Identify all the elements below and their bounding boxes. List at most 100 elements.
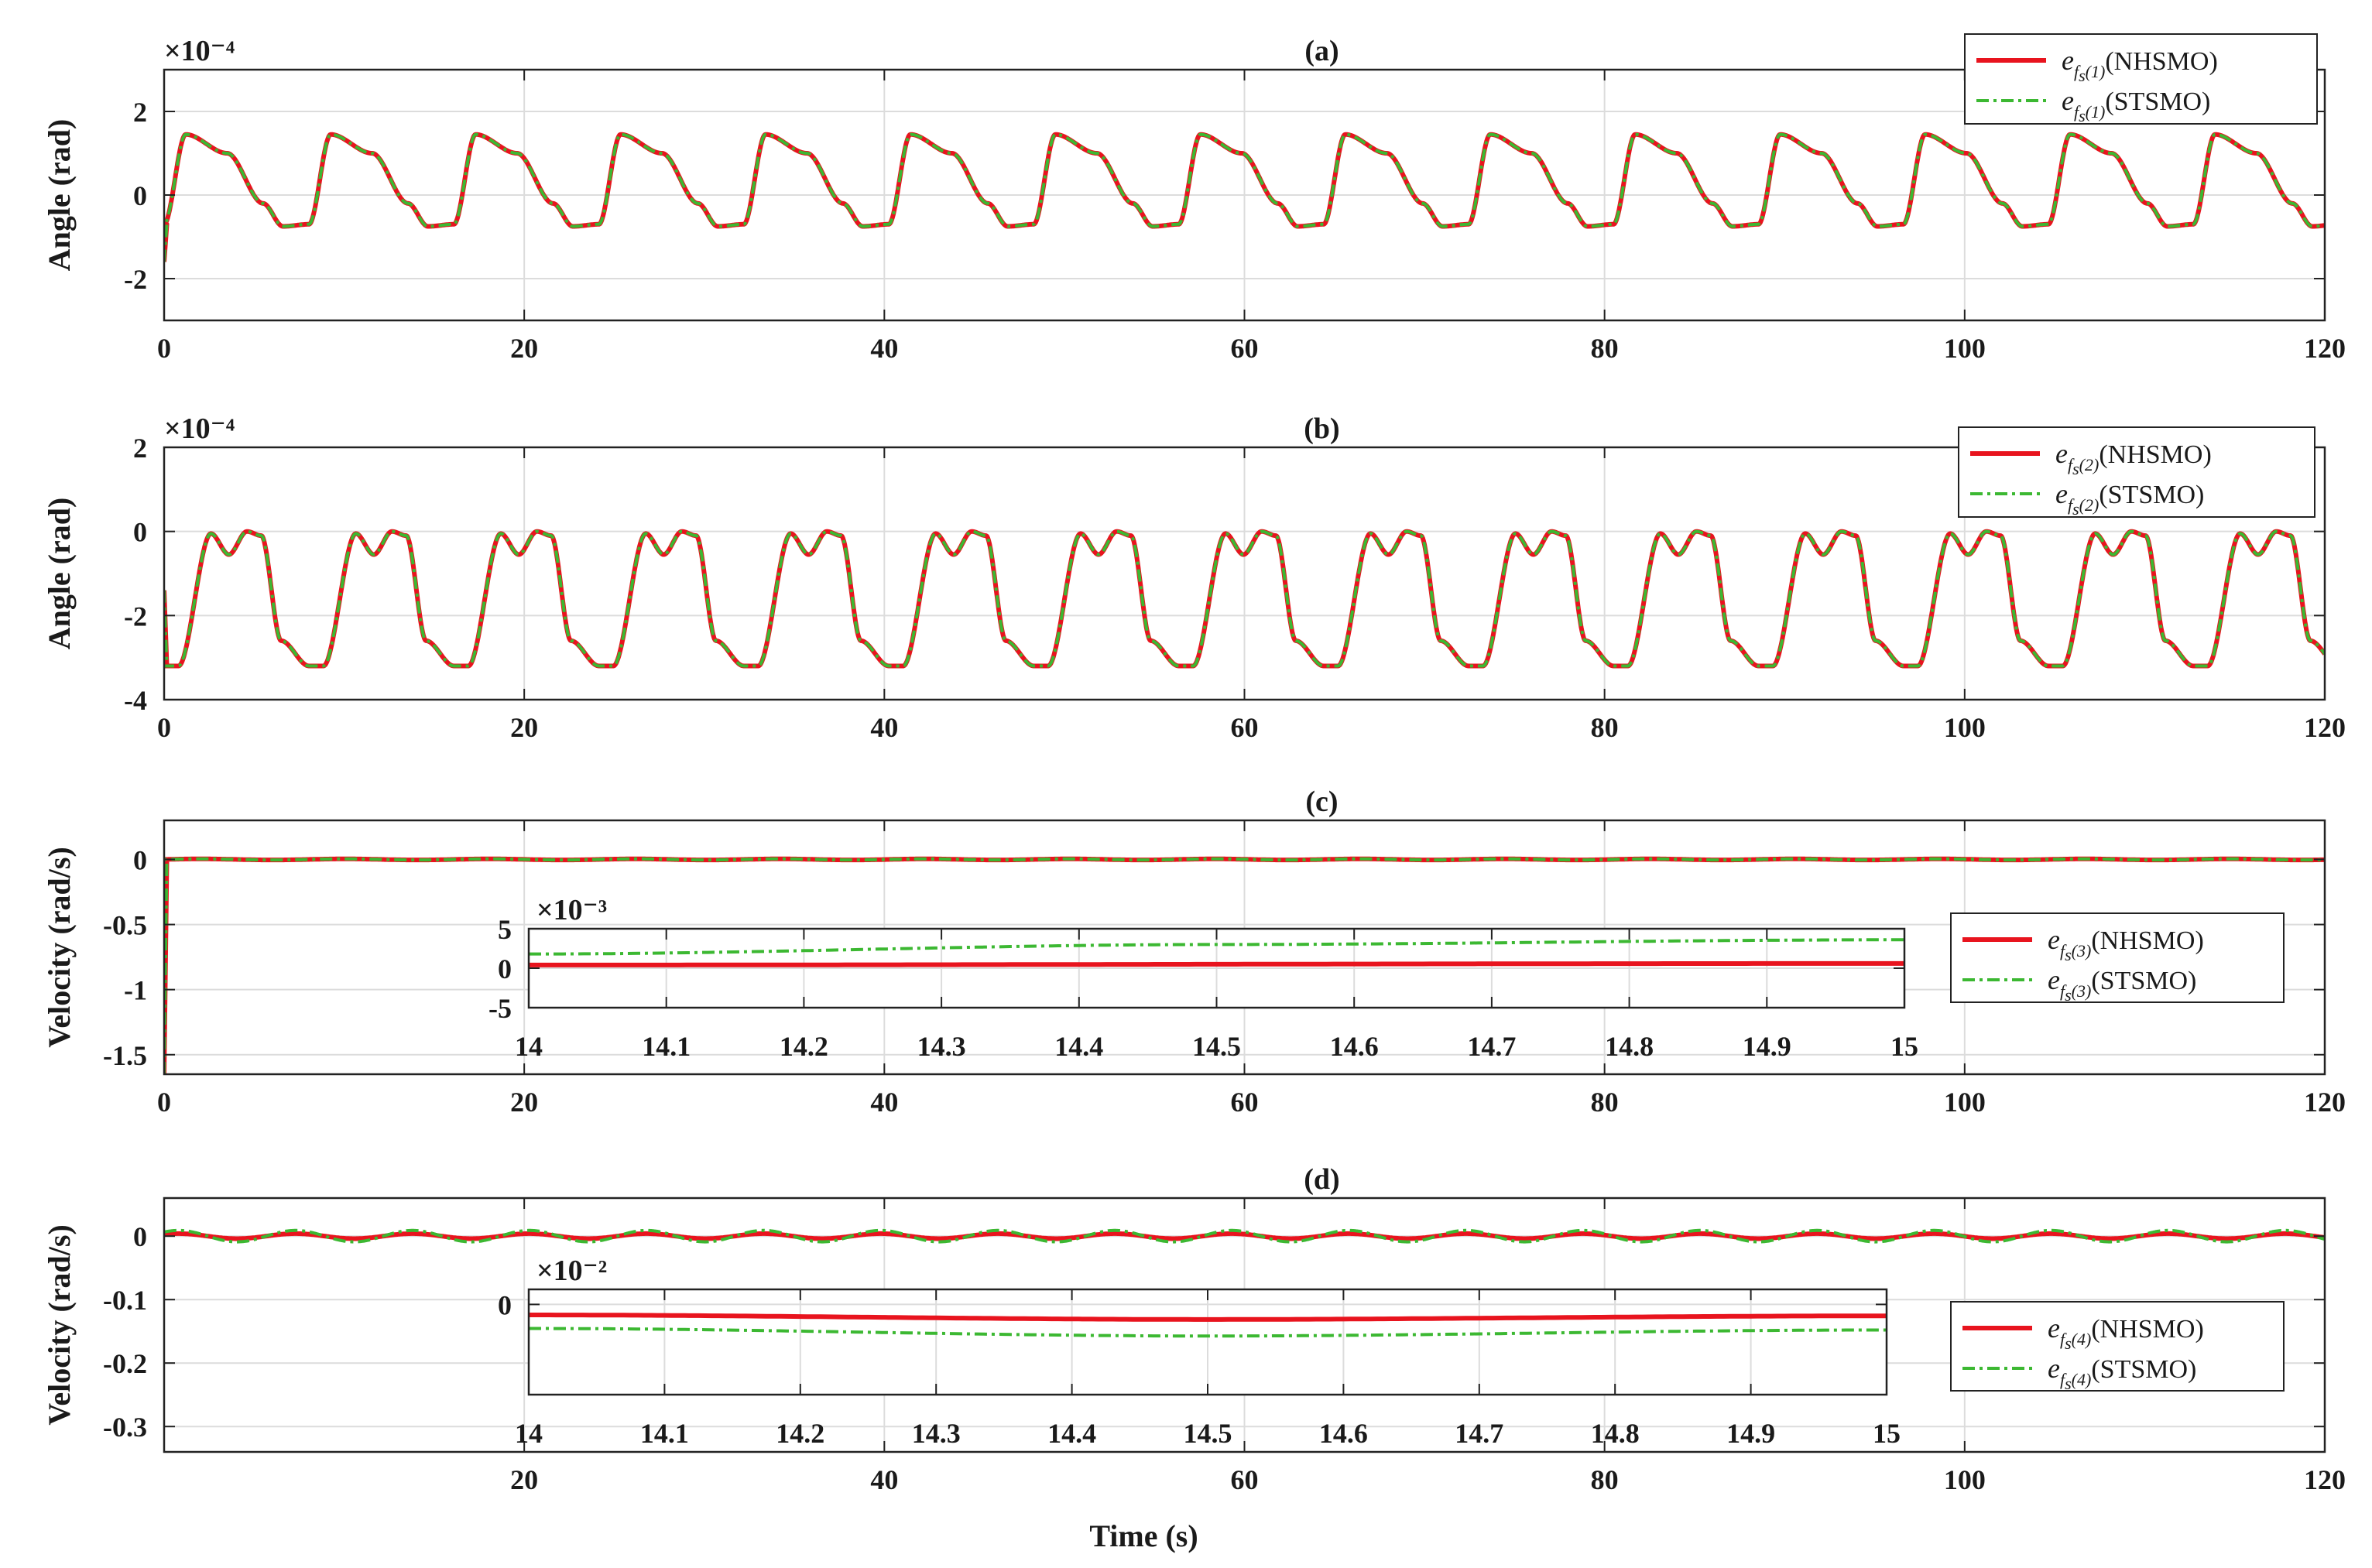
legend-label-stsmo: efs(3)(STSMO) — [2048, 964, 2196, 1005]
x-tick-label: 120 — [2304, 712, 2346, 743]
series-line-stsmo — [164, 1228, 2325, 1244]
legend-box — [1958, 426, 2315, 518]
x-tick-label: 100 — [1944, 333, 1986, 364]
y-exponent-label: ×10⁻⁴ — [164, 35, 235, 67]
y-tick-label: -0.1 — [103, 1285, 147, 1316]
x-tick-label: 80 — [1591, 1464, 1619, 1495]
y-tick-label: 2 — [133, 97, 147, 128]
inset-series-line-stsmo — [529, 1327, 1887, 1338]
x-tick-label: 60 — [1231, 712, 1259, 743]
x-tick-label: 14.1 — [640, 1418, 689, 1449]
legend-label-stsmo: efs(2)(STSMO) — [2055, 478, 2204, 519]
legend-box — [1950, 912, 2285, 1003]
series-group — [164, 529, 2325, 669]
panel-title: (b) — [1304, 413, 1339, 445]
x-tick-label: 40 — [870, 1464, 898, 1495]
x-tick-label: 14.7 — [1467, 1031, 1516, 1062]
legend-label-nhsmo: efs(2)(NHSMO) — [2055, 438, 2212, 478]
legend-box — [1964, 33, 2318, 125]
legend-label-nhsmo: efs(1)(NHSMO) — [2062, 45, 2218, 85]
x-tick-label: 14.9 — [1726, 1418, 1775, 1449]
y-tick-label: 0 — [498, 1289, 512, 1320]
x-tick-label: 15 — [1890, 1031, 1918, 1062]
x-tick-label: 120 — [2304, 333, 2346, 364]
legend: efs(4)(NHSMO)efs(4)(STSMO) — [1950, 1301, 2285, 1393]
x-tick-label: 14.3 — [912, 1418, 961, 1449]
x-tick-label: 80 — [1591, 1087, 1619, 1118]
series-line-stsmo — [164, 132, 2325, 262]
x-tick-label: 14.9 — [1743, 1031, 1791, 1062]
legend-label-nhsmo: efs(3)(NHSMO) — [2048, 924, 2204, 964]
x-tick-label: 120 — [2304, 1087, 2346, 1118]
y-tick-label: 0 — [133, 517, 147, 548]
x-tick-label: 14.1 — [642, 1031, 691, 1062]
x-tick-label: 60 — [1231, 333, 1259, 364]
inset-y-exponent-label: ×10⁻³ — [536, 894, 607, 926]
legend-label-nhsmo: efs(4)(NHSMO) — [2048, 1313, 2204, 1353]
inset-d: 14 14.1 14.2 14.3 14.4 14.5 14.6 14.7 14.8 14.9 15… — [498, 1255, 1901, 1449]
x-tick-label: 20 — [510, 1464, 538, 1495]
x-tick-label: 40 — [870, 1087, 898, 1118]
inset-series-line-nhsmo — [529, 960, 1904, 967]
y-tick-label: -2 — [124, 264, 147, 295]
legend-label-stsmo: efs(4)(STSMO) — [2048, 1353, 2196, 1393]
y-tick-label: -4 — [124, 685, 147, 716]
legend: efs(1)(NHSMO)efs(1)(STSMO) — [1964, 33, 2318, 125]
x-tick-label: 0 — [157, 1087, 171, 1118]
series-line-stsmo — [164, 857, 2325, 1074]
x-tick-label: 100 — [1944, 712, 1986, 743]
x-tick-label: 100 — [1944, 1464, 1986, 1495]
legend: efs(3)(NHSMO)efs(3)(STSMO) — [1950, 912, 2285, 1005]
y-tick-label: 0 — [133, 1221, 147, 1252]
x-tick-label: 15 — [1873, 1418, 1901, 1449]
y-axis-label: Angle (rad) — [42, 119, 77, 272]
x-tick-label: 14.2 — [780, 1031, 828, 1062]
y-tick-label: -5 — [488, 993, 512, 1024]
x-tick-label: 14.6 — [1330, 1031, 1379, 1062]
y-axis-label: Velocity (rad/s) — [42, 847, 77, 1048]
x-tick-label: 14.3 — [917, 1031, 966, 1062]
x-tick-label: 60 — [1231, 1464, 1259, 1495]
x-tick-label: 100 — [1944, 1087, 1986, 1118]
y-tick-label: 0 — [133, 180, 147, 211]
x-tick-label: 40 — [870, 712, 898, 743]
y-tick-label: 0 — [133, 844, 147, 875]
series-line-stsmo — [164, 529, 2325, 668]
x-tick-label: 14.8 — [1591, 1418, 1640, 1449]
x-axis-label: Time (s) — [1089, 1518, 1198, 1553]
legend-label-stsmo: efs(1)(STSMO) — [2062, 85, 2210, 125]
y-exponent-label: ×10⁻⁴ — [164, 413, 235, 445]
x-tick-label: 14.7 — [1455, 1418, 1503, 1449]
x-tick-label: 40 — [870, 333, 898, 364]
series-group — [164, 132, 2325, 262]
x-tick-label: 14.8 — [1605, 1031, 1654, 1062]
y-tick-label: 5 — [498, 914, 512, 945]
y-tick-label: 2 — [133, 433, 147, 464]
x-tick-label: 20 — [510, 333, 538, 364]
y-axis-label: Angle (rad) — [42, 498, 77, 650]
series-group — [164, 856, 2325, 1074]
y-tick-label: -0.2 — [103, 1348, 147, 1379]
x-tick-label: 14.4 — [1054, 1031, 1103, 1062]
x-tick-label: 20 — [510, 712, 538, 743]
x-tick-label: 14.4 — [1047, 1418, 1096, 1449]
x-tick-label: 20 — [510, 1087, 538, 1118]
y-tick-label: -2 — [124, 601, 147, 632]
x-tick-label: 14.6 — [1319, 1418, 1368, 1449]
panel-title: (d) — [1304, 1163, 1339, 1196]
x-tick-label: 80 — [1591, 333, 1619, 364]
panel-title: (a) — [1304, 35, 1339, 67]
inset-y-exponent-label: ×10⁻² — [536, 1255, 607, 1287]
x-tick-label: 14.5 — [1192, 1031, 1241, 1062]
y-tick-label: 0 — [498, 953, 512, 984]
x-tick-label: 14 — [515, 1418, 543, 1449]
legend: efs(2)(NHSMO)efs(2)(STSMO) — [1958, 426, 2315, 519]
y-axis-label: Velocity (rad/s) — [42, 1224, 77, 1426]
x-tick-label: 120 — [2304, 1464, 2346, 1495]
x-tick-label: 60 — [1231, 1087, 1259, 1118]
y-tick-label: -1 — [124, 975, 147, 1006]
x-tick-label: 14.2 — [776, 1418, 824, 1449]
x-tick-label: 0 — [157, 333, 171, 364]
legend-box — [1950, 1301, 2285, 1392]
